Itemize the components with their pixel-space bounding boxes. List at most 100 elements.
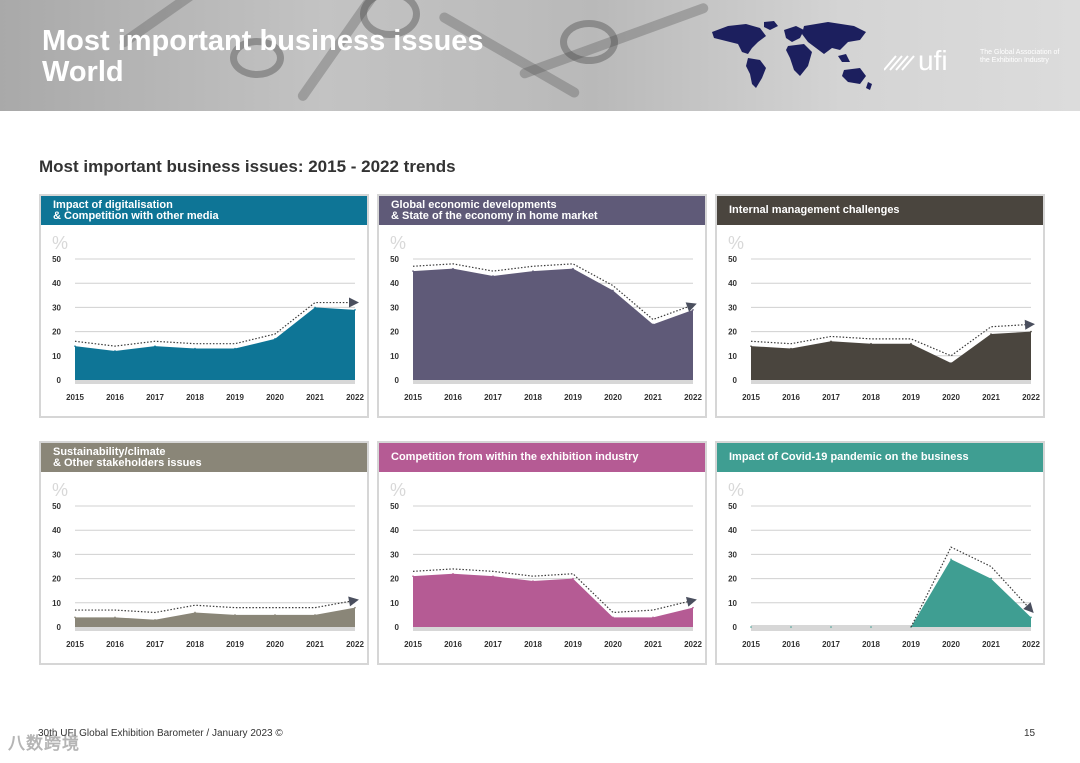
data-point	[194, 611, 196, 614]
data-point	[790, 626, 792, 628]
x-tick-label: 2016	[782, 393, 800, 402]
data-point	[532, 580, 534, 582]
data-point	[412, 575, 414, 577]
y-tick-label: 30	[52, 303, 61, 312]
x-tick-label: 2016	[444, 393, 462, 402]
data-point	[692, 309, 694, 311]
trend-arrow	[348, 596, 359, 607]
chart-sustainability: % 0 10 20 30 40 50 2015 2016 2017 2018 2019 2020 2021…	[52, 480, 364, 649]
y-tick-label: 50	[390, 255, 399, 264]
x-tick-label: 2017	[822, 640, 840, 649]
x-tick-label: 2018	[862, 393, 880, 402]
baseline-band	[75, 378, 355, 384]
data-point	[234, 614, 236, 616]
chart-economy: % 0 10 20 30 40 50 2015 2016 2017 2018 2019 2020 2021…	[390, 233, 702, 402]
x-tick-label: 2019	[226, 393, 244, 402]
area-series	[751, 331, 1031, 380]
data-point	[154, 618, 156, 621]
data-point	[612, 616, 614, 619]
data-point	[154, 345, 156, 347]
y-tick-label: 30	[728, 550, 737, 559]
y-tick-label: 40	[728, 279, 737, 288]
y-tick-label: 10	[728, 352, 737, 361]
area-series	[75, 307, 355, 380]
baseline-band	[751, 625, 1031, 631]
baseline-band	[751, 378, 1031, 384]
data-point	[274, 338, 276, 340]
chart-title-line: Sustainability/climate	[53, 445, 166, 458]
y-tick-label: 50	[728, 502, 737, 511]
x-tick-label: 2020	[942, 640, 960, 649]
footer-text: 30th UFI Global Exhibition Barometer / J…	[38, 728, 283, 739]
y-tick-label: 10	[390, 352, 399, 361]
chart-title-line: Global economic developments	[391, 198, 557, 211]
y-tick-label: 40	[390, 279, 399, 288]
x-tick-label: 2017	[484, 640, 502, 649]
x-tick-label: 2015	[66, 393, 84, 402]
data-point	[950, 558, 952, 561]
chart-covid: % 0 10 20 30 40 50 2015 2016 2017 2018 2019 2020 2021…	[728, 480, 1040, 649]
x-tick-label: 2021	[982, 640, 1000, 649]
data-point	[990, 577, 992, 580]
chart-title: Internal management challenges	[717, 196, 1043, 225]
x-tick-label: 2017	[484, 393, 502, 402]
data-point	[194, 347, 196, 350]
data-point	[652, 616, 654, 619]
data-point	[652, 323, 654, 326]
x-tick-label: 2019	[902, 640, 920, 649]
data-point	[870, 626, 872, 628]
chart-title-line: Competition from within the exhibition i…	[391, 451, 639, 463]
chart-title-line: Impact of digitalisation	[53, 198, 173, 211]
y-tick-label: 20	[728, 575, 737, 584]
x-tick-label: 2017	[822, 393, 840, 402]
chart-title: Competition from within the exhibition i…	[379, 443, 705, 472]
baseline-band	[413, 625, 693, 631]
y-tick-label: 20	[52, 328, 61, 337]
x-tick-label: 2020	[266, 393, 284, 402]
x-tick-label: 2021	[644, 393, 662, 402]
chart-title-line: Internal management challenges	[729, 204, 900, 216]
x-tick-label: 2021	[982, 393, 1000, 402]
data-point	[452, 267, 454, 270]
x-tick-label: 2016	[106, 640, 124, 649]
x-tick-label: 2016	[106, 393, 124, 402]
x-tick-label: 2022	[346, 393, 364, 402]
baseline-band	[75, 625, 355, 631]
chart-panel-digitalisation: Impact of digitalisation & Competition w…	[39, 194, 369, 418]
y-tick-label: 10	[728, 599, 737, 608]
data-point	[1030, 616, 1032, 619]
data-point	[114, 616, 116, 619]
trend-line	[412, 263, 694, 321]
y-tick-label: 30	[728, 303, 737, 312]
y-tick-label: 0	[395, 623, 400, 632]
unit-label: %	[728, 480, 744, 500]
data-point	[412, 270, 414, 272]
y-tick-label: 20	[390, 328, 399, 337]
x-tick-label: 2016	[444, 640, 462, 649]
x-tick-label: 2018	[524, 640, 542, 649]
page-title-line1: Most important business issues	[42, 25, 484, 57]
data-point	[314, 614, 316, 616]
x-tick-label: 2020	[604, 393, 622, 402]
trend-line	[74, 301, 355, 347]
world-map-icon	[712, 21, 872, 90]
ufi-logo-icon: ufi	[884, 45, 948, 74]
y-tick-label: 50	[52, 255, 61, 264]
chart-title: Global economic developments & State of …	[379, 196, 705, 225]
unit-label: %	[390, 233, 406, 253]
x-tick-label: 2015	[66, 640, 84, 649]
trend-line	[75, 599, 356, 614]
y-tick-label: 50	[390, 502, 399, 511]
y-tick-label: 10	[390, 599, 399, 608]
x-tick-label: 2018	[524, 393, 542, 402]
x-tick-label: 2021	[306, 393, 324, 402]
trend-arrow	[685, 596, 697, 607]
chart-title-line: & Other stakeholders issues	[53, 456, 202, 469]
x-tick-label: 2017	[146, 640, 164, 649]
x-tick-label: 2015	[404, 640, 422, 649]
section-title: Most important business issues: 2015 - 2…	[39, 157, 456, 176]
area-series	[751, 559, 1031, 627]
y-tick-label: 50	[728, 255, 737, 264]
trend-arrow	[349, 297, 359, 308]
trend-arrow	[685, 302, 697, 312]
